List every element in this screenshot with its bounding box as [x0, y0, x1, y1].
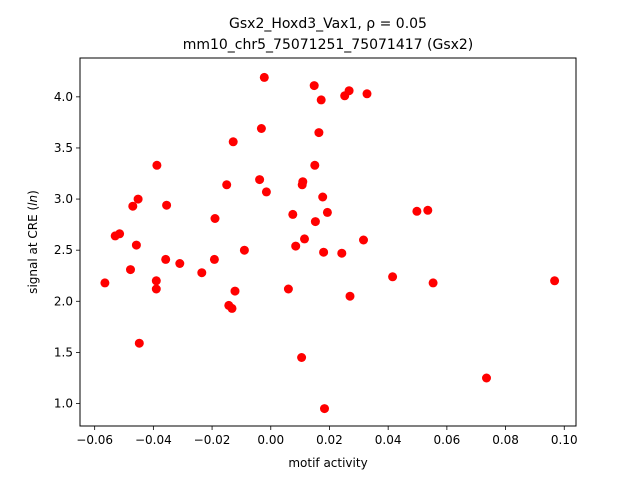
data-point [482, 373, 491, 383]
x-axis-label: motif activity [288, 456, 367, 470]
data-point [161, 254, 171, 264]
axes-frame [79, 57, 577, 427]
x-tick-label: 0.10 [551, 433, 578, 447]
data-point [550, 276, 560, 286]
data-point [152, 160, 162, 170]
data-point [133, 194, 143, 204]
data-point [309, 81, 319, 91]
data-point [259, 72, 269, 82]
x-tick-label: 0.04 [375, 433, 402, 447]
data-point [151, 276, 161, 286]
y-tick-label: 2.5 [54, 243, 73, 257]
x-tick-label: −0.02 [194, 433, 231, 447]
data-point [100, 278, 110, 288]
y-tick-label: 4.0 [54, 90, 73, 104]
x-tick-label: 0.00 [257, 433, 284, 447]
data-point [322, 207, 332, 217]
data-point [283, 284, 293, 294]
data-point [134, 338, 144, 348]
axis-ticks: −0.06 −0.04 −0.02 0.00 0.02 0.04 0.06 0.08 0.10 1… [54, 90, 578, 447]
data-point [345, 291, 355, 301]
data-point [310, 160, 320, 170]
y-axis-label: signal at CRE (ln) [26, 190, 40, 294]
data-point [298, 177, 308, 187]
y-tick-label: 1.5 [54, 345, 73, 359]
data-point [412, 206, 422, 216]
data-point [428, 278, 438, 288]
y-tick-label: 2.0 [54, 294, 73, 308]
data-point [209, 254, 219, 264]
data-point [310, 217, 320, 227]
data-points [100, 72, 560, 414]
data-point [320, 404, 329, 414]
data-point [131, 240, 141, 250]
data-point [175, 259, 185, 268]
data-point [388, 272, 398, 282]
data-point [423, 205, 433, 215]
chart-title-line1: Gsx2_Hoxd3_Vax1, ρ = 0.05 [229, 16, 427, 32]
data-point [197, 268, 207, 278]
data-point [210, 214, 220, 223]
data-point [115, 229, 125, 239]
y-tick-label: 1.0 [54, 397, 73, 411]
x-tick-label: 0.02 [316, 433, 343, 447]
data-point [261, 187, 271, 197]
y-tick-label: 3.0 [54, 192, 73, 206]
data-point [222, 180, 232, 190]
chart-title-line2: mm10_chr5_75071251_75071417 (Gsx2) [183, 37, 474, 53]
data-point [288, 209, 298, 219]
data-point [126, 265, 135, 275]
data-point [362, 89, 372, 99]
x-tick-label: 0.08 [492, 433, 519, 447]
data-point [228, 137, 238, 147]
data-point [344, 86, 354, 96]
data-point [227, 303, 237, 313]
data-point [162, 200, 172, 210]
data-point [255, 175, 265, 185]
data-point [359, 235, 368, 245]
data-point [300, 234, 309, 244]
x-tick-label: −0.06 [76, 433, 113, 447]
data-point [291, 241, 301, 251]
data-point [239, 245, 249, 255]
data-point [314, 128, 324, 138]
x-tick-label: 0.06 [434, 433, 461, 447]
data-point [337, 248, 347, 258]
data-point [230, 286, 240, 296]
data-point [319, 247, 329, 257]
data-point [316, 95, 326, 105]
data-point [297, 353, 307, 362]
data-point [151, 284, 161, 294]
data-point [318, 192, 328, 202]
data-point [256, 124, 266, 133]
x-tick-label: −0.04 [135, 433, 172, 447]
data-point [128, 201, 138, 211]
y-tick-label: 3.5 [54, 141, 73, 155]
